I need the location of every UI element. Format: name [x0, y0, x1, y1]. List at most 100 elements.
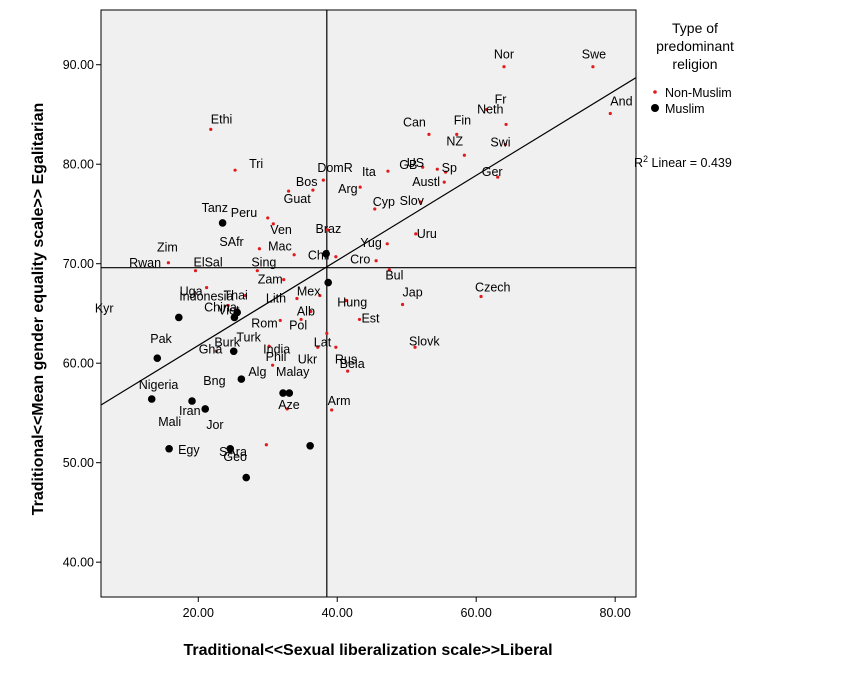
non-muslim-point [414, 232, 418, 236]
point-label: Zim [157, 241, 178, 255]
muslim-point [242, 473, 251, 482]
point-label: Slovk [409, 334, 440, 348]
point-label: Geo [223, 450, 247, 464]
legend-title-line-3: religion [672, 56, 717, 72]
point-label: Aze [278, 398, 300, 412]
point-label: Ita [362, 165, 376, 179]
point-label: Jor [206, 418, 223, 432]
x-tick-label: 40.00 [322, 606, 353, 620]
point-label: GB [399, 158, 417, 172]
non-muslim-point [311, 188, 315, 192]
point-label: Lat [314, 335, 332, 349]
non-muslim-point [292, 253, 296, 257]
non-muslim-point [504, 122, 508, 127]
point-label: Swi [490, 135, 510, 149]
non-muslim-point [444, 170, 448, 174]
legend-marker-muslim [651, 104, 659, 112]
point-label: Fr [495, 92, 507, 106]
non-muslim-point [419, 200, 423, 204]
point-label: Iran [179, 404, 201, 418]
r-squared-value: Linear = 0.439 [648, 156, 732, 170]
point-label: India [263, 342, 290, 356]
non-muslim-point [435, 167, 439, 171]
point-label: Arm [328, 394, 351, 408]
non-muslim-point [485, 107, 489, 112]
muslim-point [230, 313, 239, 322]
point-label: Tri [249, 157, 263, 171]
muslim-point [237, 375, 246, 383]
point-label: Slov [400, 194, 425, 208]
point-label: Czech [475, 281, 510, 295]
r-squared-superscript: 2 [643, 154, 648, 164]
non-muslim-point [193, 269, 198, 273]
linear-fit-line [100, 77, 637, 406]
point-label: Bos [296, 175, 318, 189]
non-muslim-point [267, 344, 271, 348]
non-muslim-point [286, 189, 291, 193]
non-muslim-point [462, 153, 466, 157]
non-muslim-point [278, 318, 282, 323]
point-label: Phil [266, 350, 287, 364]
point-label: Pol [289, 318, 307, 332]
point-label: Burk [214, 335, 240, 349]
y-tick-label: 40.00 [63, 556, 94, 570]
point-label: Swe [582, 48, 606, 62]
non-muslim-point [226, 303, 230, 308]
non-muslim-point [295, 296, 299, 301]
non-muslim-point [385, 242, 389, 246]
x-axis-title: Traditional<<Sexual liberalization scale… [183, 642, 552, 659]
y-axis-title: Traditional<<Mean gender equality scale>… [30, 103, 47, 516]
non-muslim-point [591, 65, 595, 69]
point-label: DomR [317, 161, 352, 175]
point-label: Indonesia [179, 290, 233, 304]
muslim-point [147, 395, 156, 403]
point-label: Mali [158, 415, 181, 429]
point-label: Yug [360, 236, 382, 250]
data-points [147, 65, 612, 482]
point-label: Rus [335, 352, 357, 366]
non-muslim-point [321, 178, 325, 182]
point-label: SAra [219, 445, 247, 459]
point-label: Kyr [95, 301, 114, 315]
non-muslim-point [271, 222, 275, 226]
point-label: Pak [150, 332, 172, 346]
point-label: Hung [337, 296, 367, 310]
non-muslim-point [316, 345, 320, 349]
non-muslim-point [386, 169, 390, 173]
non-muslim-point [374, 259, 378, 263]
non-muslim-point [325, 331, 329, 335]
point-label: Bul [385, 269, 403, 283]
legend-marker-non-muslim [653, 90, 657, 94]
point-label: Can [403, 115, 426, 129]
non-muslim-point [233, 168, 237, 172]
point-label: Malay [276, 365, 310, 379]
non-muslim-point [502, 65, 506, 69]
point-label: Cyp [373, 195, 395, 209]
non-muslim-point [334, 255, 338, 259]
non-muslim-point [421, 165, 425, 169]
point-label: Rom [251, 316, 277, 330]
non-muslim-point [325, 228, 330, 232]
point-label: Rwan [129, 256, 161, 270]
non-muslim-point [264, 443, 268, 447]
muslim-point [153, 354, 162, 363]
non-muslim-point [334, 345, 338, 349]
fit-line-layer [100, 77, 637, 406]
muslim-point [229, 347, 238, 356]
point-label: Alg [248, 365, 266, 379]
point-label: Uga [180, 285, 203, 299]
non-muslim-point [271, 363, 275, 367]
point-label: Guat [284, 192, 312, 206]
muslim-point [188, 397, 196, 405]
point-label: Ger [482, 165, 503, 179]
non-muslim-point [503, 142, 507, 146]
muslim-point [201, 405, 210, 413]
point-label: Tanz [202, 201, 228, 215]
legend-title-line-2: predominant [656, 38, 734, 54]
non-muslim-point [209, 127, 213, 131]
point-label: Alb [297, 304, 315, 318]
x-tick-label: 80.00 [600, 606, 631, 620]
point-label: NZ [446, 134, 463, 148]
point-label: Peru [231, 206, 257, 220]
non-muslim-point [243, 293, 248, 298]
